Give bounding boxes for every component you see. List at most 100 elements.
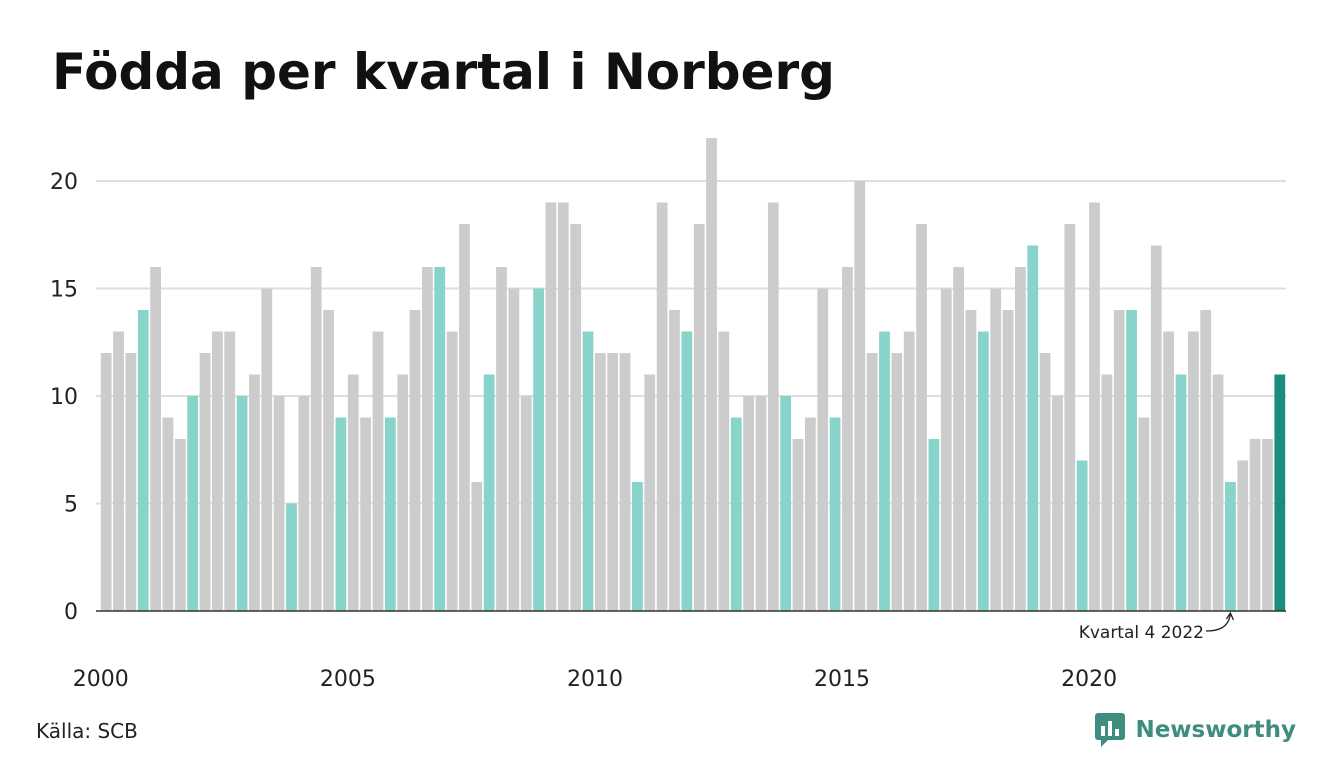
bar: 2018 K3: 16 (1015, 267, 1026, 611)
bar: 2008 K1: 16 (496, 267, 507, 611)
annotation-label: Kvartal 4 2022 (1079, 623, 1204, 643)
y-tick-label: 20 (50, 170, 78, 195)
bar: undefined: 11 (1274, 374, 1286, 611)
bar: 2020 K3: 14 (1113, 310, 1125, 611)
bar: 2022 K4: 6 (1225, 482, 1236, 611)
bar: 2012 K1: 18 (693, 224, 705, 611)
bar: 2016 K1: 12 (891, 353, 903, 611)
y-tick-label: 15 (50, 278, 78, 303)
bar: 2020 K1: 19 (1089, 202, 1100, 611)
bar: 2011 K4: 13 (681, 331, 693, 611)
bar: 2006 K3: 16 (422, 267, 433, 611)
bar: 2006 K4: 16 (434, 267, 446, 611)
bar: 2011 K1: 11 (644, 374, 656, 611)
bar: 2022 K2: 14 (1200, 310, 1212, 611)
bar: 2008 K3: 10 (520, 396, 532, 611)
bar: 2012 K3: 13 (718, 331, 730, 611)
bar: 2011 K3: 14 (669, 310, 680, 611)
y-tick-label: 10 (50, 385, 78, 410)
bar: 2001 K1: 16 (150, 267, 161, 611)
bar: 2017 K1: 15 (940, 288, 952, 611)
bar: 2014 K2: 9 (804, 417, 816, 611)
newsworthy-logo-icon (1095, 713, 1126, 747)
bar: undefined: 7 (1237, 460, 1249, 611)
bar: 2000 K2: 13 (113, 331, 124, 611)
bar: 2017 K2: 16 (953, 267, 964, 611)
bar: 2016 K4: 8 (928, 439, 940, 611)
chart-title: Födda per kvartal i Norberg (52, 43, 835, 101)
bar: 2015 K4: 13 (879, 331, 890, 611)
bar: 2007 K2: 18 (459, 224, 470, 611)
bar: 2010 K1: 12 (594, 353, 606, 611)
bar: 2004 K3: 14 (323, 310, 334, 611)
bar: 2000 K3: 12 (125, 353, 137, 611)
bar: 2018 K1: 15 (990, 288, 1002, 611)
bar: 2003 K3: 10 (273, 396, 285, 611)
bar: 2008 K2: 15 (508, 288, 520, 611)
x-axis-ticks: 2000 2005 2010 2015 2020 (73, 667, 1117, 692)
x-tick-label: 2020 (1061, 667, 1117, 692)
bar: 2001 K3: 8 (174, 439, 186, 611)
bar: 2015 K3: 12 (866, 353, 878, 611)
bar: 2016 K2: 13 (903, 331, 915, 611)
brand-name: Newsworthy (1135, 717, 1296, 743)
bar: 2009 K4: 13 (582, 331, 594, 611)
bar: 2021 K2: 17 (1150, 245, 1162, 611)
bar: 2001 K2: 9 (162, 417, 174, 611)
bar: 2009 K2: 19 (557, 202, 569, 611)
x-tick-label: 2000 (73, 667, 129, 692)
bar: 2010 K4: 6 (632, 482, 643, 611)
bar: 2014 K3: 15 (817, 288, 829, 611)
x-tick-label: 2015 (814, 667, 870, 692)
bar: 2018 K2: 14 (1002, 310, 1014, 611)
bar: 2003 K4: 5 (286, 503, 297, 611)
bar: 2016 K3: 18 (916, 224, 927, 611)
bar: 2002 K2: 13 (211, 331, 223, 611)
bar: 2014 K1: 8 (792, 439, 804, 611)
y-tick-label: 5 (64, 493, 78, 518)
bar: undefined: 8 (1249, 439, 1261, 611)
bar: 2001 K4: 10 (187, 396, 199, 611)
bar: 2010 K3: 12 (619, 353, 631, 611)
bar: 2018 K4: 17 (1027, 245, 1039, 611)
bar: 2006 K1: 11 (397, 374, 409, 611)
bar: 2020 K4: 14 (1126, 310, 1137, 611)
source-label: Källa: SCB (36, 719, 138, 743)
bar: 2004 K4: 9 (335, 417, 347, 611)
bar: 2007 K3: 6 (471, 482, 483, 611)
bar: 2013 K1: 10 (743, 396, 754, 611)
bar: 2007 K4: 11 (483, 374, 495, 611)
x-tick-label: 2005 (320, 667, 376, 692)
bar: 2002 K3: 13 (224, 331, 236, 611)
bar: 2006 K2: 14 (409, 310, 421, 611)
bar: 2013 K3: 19 (767, 202, 779, 611)
bar: 2005 K1: 11 (347, 374, 359, 611)
bar: 2003 K1: 11 (249, 374, 260, 611)
bar: 2011 K2: 19 (656, 202, 668, 611)
bar: 2003 K2: 15 (261, 288, 273, 611)
bar: 2021 K3: 13 (1163, 331, 1175, 611)
bar: 2014 K4: 9 (829, 417, 841, 611)
bar: 2009 K3: 18 (570, 224, 582, 611)
bar: 2015 K1: 16 (842, 267, 853, 611)
bar: undefined: 8 (1262, 439, 1273, 611)
bar: 2010 K2: 12 (607, 353, 619, 611)
bar: 2019 K4: 7 (1076, 460, 1088, 611)
y-axis-ticks: 0 5 10 15 20 (50, 170, 78, 625)
bar: 2000 K4: 14 (137, 310, 149, 611)
bar: 2013 K2: 10 (755, 396, 767, 611)
bar: 2002 K1: 12 (199, 353, 211, 611)
bar: 2005 K3: 13 (372, 331, 384, 611)
bar: 2015 K2: 20 (854, 181, 866, 611)
bar: 2017 K3: 14 (965, 310, 977, 611)
bar: 2019 K1: 12 (1039, 353, 1051, 611)
bar: 2019 K2: 10 (1052, 396, 1063, 611)
bar: 2004 K1: 10 (298, 396, 310, 611)
annotation: Kvartal 4 2022 (1079, 611, 1235, 643)
bar: 2002 K4: 10 (236, 396, 248, 611)
bar: 2000 K1: 12 (100, 353, 112, 611)
x-tick-label: 2010 (567, 667, 623, 692)
y-tick-label: 0 (64, 600, 78, 625)
bar: 2020 K2: 11 (1101, 374, 1113, 611)
